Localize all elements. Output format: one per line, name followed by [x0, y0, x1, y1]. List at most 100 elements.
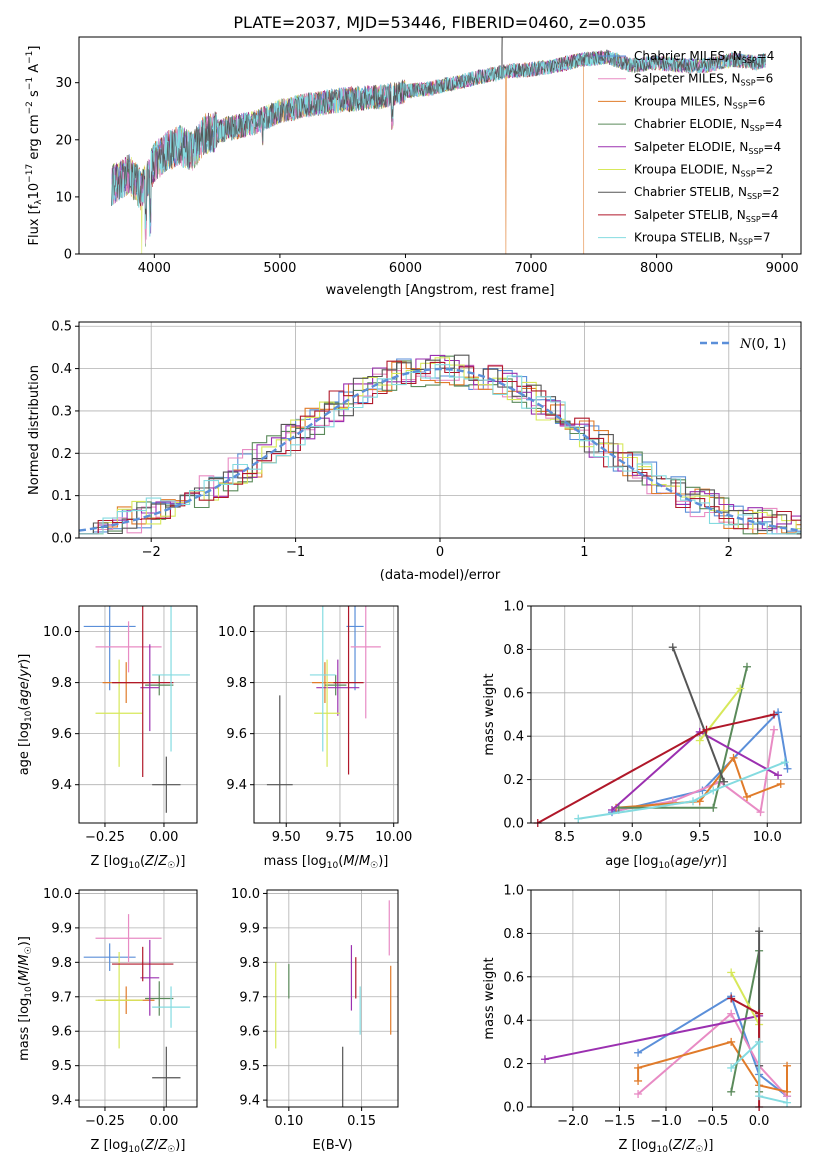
label-part: )]	[703, 1138, 713, 1153]
label-part: s	[27, 90, 42, 101]
y-tick-label: 9.7	[51, 990, 72, 1005]
legend-subscript: SSP	[748, 147, 763, 156]
legend-label: Kroupa MILES, NSSP=6	[634, 94, 765, 110]
y-tick-label: 9.4	[51, 1094, 72, 1109]
label-part: 10	[327, 861, 339, 871]
label-part: Z [log	[91, 854, 129, 869]
y-tick-label: 9.4	[226, 778, 247, 793]
label-part: 10	[658, 861, 670, 871]
legend-prefix: Kroupa MILES, N	[634, 94, 733, 108]
label-part: age	[17, 681, 32, 705]
y-tick-label: 9.4	[51, 778, 72, 793]
x-tick-label: 9.5	[689, 830, 710, 845]
y-tick-label: 9.6	[226, 727, 247, 742]
axes-frame	[78, 36, 802, 255]
y-tick-label: 10.0	[43, 625, 72, 640]
x-tick-label: 6000	[389, 261, 422, 276]
legend-N: N	[739, 337, 752, 352]
x-tick-label: 9.0	[622, 830, 643, 845]
y-tick-label: 0.2	[51, 447, 72, 462]
label-part: 10	[24, 710, 34, 722]
label-part: ☉	[370, 861, 378, 871]
label-part: /	[355, 854, 360, 869]
label-part: /	[17, 965, 32, 970]
x-tick-label: −1	[286, 545, 305, 560]
x-tick-label: 10.00	[375, 830, 412, 845]
label-part: yr	[17, 662, 32, 678]
label-part: 10	[656, 1145, 668, 1155]
label-part: Z	[157, 1138, 168, 1153]
label-part: (	[140, 854, 145, 869]
label-part: M	[343, 854, 354, 869]
histogram-kroupa-stelib	[79, 364, 801, 535]
axes-frame	[78, 605, 198, 824]
label-part: Flux [f	[27, 204, 42, 245]
histogram-salpeter-stelib	[79, 360, 801, 535]
label-part: 10	[27, 183, 42, 200]
y-tick-label: 9.5	[51, 1059, 72, 1074]
y-tick-label: 0.6	[503, 686, 524, 701]
y-tick-label: 9.6	[51, 1025, 72, 1040]
label-part: −1	[25, 51, 35, 64]
mass-axis-label: mass [log10(M/M☉)]	[17, 936, 34, 1061]
weight-line	[637, 1012, 788, 1097]
label-part: yr	[703, 854, 719, 869]
z-axis-label: Z [log10(Z/Z☉)]	[91, 854, 186, 871]
label-part: Z	[144, 854, 155, 869]
label-part: 10	[128, 1145, 140, 1155]
spectrum-line-kroupa-stelib	[111, 50, 767, 237]
legend-prefix: Chabrier STELIB, N	[634, 185, 747, 199]
label-part: Z	[685, 1138, 696, 1153]
legend-label: Salpeter ELODIE, NSSP=4	[634, 140, 781, 156]
legend-label: Salpeter MILES, NSSP=6	[634, 72, 773, 88]
x-tick-label: 5000	[263, 261, 296, 276]
legend-label: Kroupa STELIB, NSSP=7	[634, 231, 771, 247]
legend-subscript: SSP	[741, 170, 756, 179]
histogram-salpeter-elodie	[79, 354, 801, 535]
label-part: /	[17, 676, 32, 681]
label-part: (	[140, 1138, 145, 1153]
x-tick-label: 0.0	[749, 1114, 770, 1129]
x-tick-label: 4000	[138, 261, 171, 276]
label-part: )]	[17, 936, 32, 946]
y-tick-label: 9.5	[239, 1059, 260, 1074]
label-part: 10	[128, 861, 140, 871]
label-part: −2	[25, 101, 35, 114]
x-tick-label: 10.0	[753, 830, 782, 845]
axes-frame	[78, 889, 198, 1108]
x-tick-label: −2.0	[557, 1114, 589, 1129]
weight-line	[671, 646, 725, 783]
age-vs-Z-panel: −0.25 0.009.49.69.810.0Z [log10(Z/Z☉)]age…	[17, 605, 198, 871]
x-tick-label: −0.25	[85, 830, 125, 845]
legend-nssp: =2	[756, 163, 774, 177]
legend-args: (0, 1)	[751, 337, 786, 352]
y-tick-label: 10.0	[218, 625, 247, 640]
label-part: M	[17, 954, 32, 965]
y-tick-label: 0.8	[503, 643, 524, 658]
x-tick-label: 1	[580, 545, 588, 560]
legend-nssp: =4	[761, 208, 779, 222]
label-part: erg cm	[27, 114, 42, 163]
x-tick-label: 8.5	[554, 830, 575, 845]
label-part: age	[675, 854, 699, 869]
legend-label: Kroupa ELODIE, NSSP=2	[634, 163, 773, 179]
axes-frame	[253, 605, 399, 824]
label-part: M	[17, 970, 32, 981]
label-part: λ	[34, 199, 44, 205]
mass-vs-Z-panel: −0.25 0.009.49.59.69.79.89.910.0Z [log10(…	[17, 887, 198, 1155]
y-tick-label: 0.4	[503, 730, 524, 745]
weight-y-label: mass weight	[482, 957, 497, 1039]
label-part: ☉	[167, 861, 175, 871]
label-part: ☉	[167, 1145, 175, 1155]
axes-frame	[530, 889, 802, 1108]
legend-subscript: SSP	[741, 79, 756, 88]
legend-prefix: Salpeter MILES, N	[634, 72, 741, 86]
legend-nssp: =6	[756, 72, 774, 86]
weight-line	[637, 994, 788, 1097]
legend-label: Chabrier ELODIE, NSSP=4	[634, 117, 782, 133]
residuals-panel: −2 −1 0 1 2 0.0 0.1 0.2 0.3 0.4 0.5 N(0, 1) (data-mo…	[27, 320, 802, 583]
legend-label: Chabrier MILES, NSSP=4	[634, 49, 774, 65]
y-tick-label: 9.6	[239, 1025, 260, 1040]
legend-prefix: Kroupa ELODIE, N	[634, 163, 741, 177]
